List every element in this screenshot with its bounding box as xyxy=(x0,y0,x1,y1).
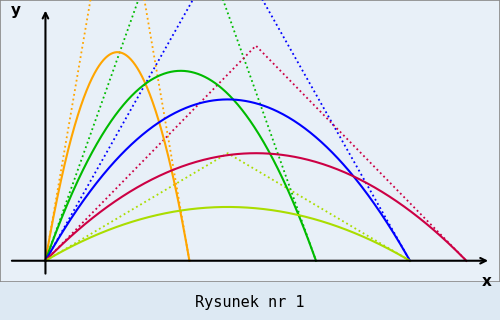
Text: y: y xyxy=(10,3,20,18)
Text: x: x xyxy=(482,274,492,289)
Text: Rysunek nr 1: Rysunek nr 1 xyxy=(195,295,305,310)
Bar xyxy=(0,0,500,282)
